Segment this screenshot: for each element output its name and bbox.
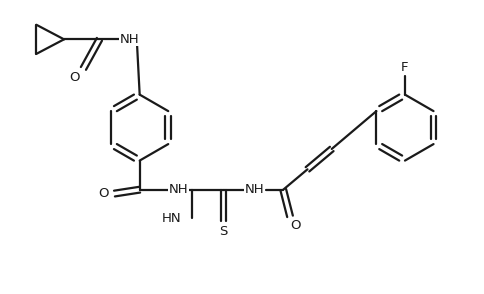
Text: NH: NH [120,33,139,46]
Text: F: F [400,61,408,74]
Text: O: O [69,71,80,84]
Text: O: O [98,187,109,200]
Text: S: S [219,225,227,238]
Text: O: O [290,218,301,232]
Text: HN: HN [162,212,181,225]
Text: NH: NH [168,183,188,196]
Text: NH: NH [244,183,263,196]
